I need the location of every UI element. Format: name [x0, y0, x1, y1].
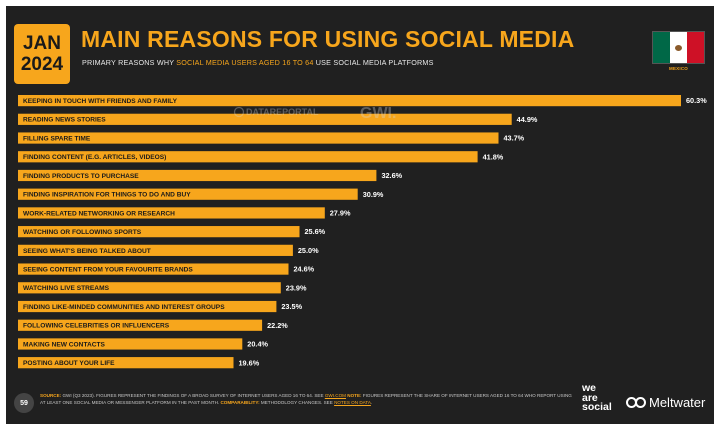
page-number: 59: [14, 393, 34, 413]
bar-value-label: 30.9%: [363, 190, 384, 199]
notes-text: FIGURES REPRESENT THE SHARE OF INTERNET …: [40, 393, 572, 405]
meltwater-name: Meltwater: [649, 395, 706, 410]
slide: JAN 2024 MAIN REASONS FOR USING SOCIAL M…: [6, 6, 714, 424]
bar-label: FINDING INSPIRATION FOR THINGS TO DO AND…: [23, 192, 191, 199]
bar-value-label: 60.3%: [686, 96, 707, 105]
country-label: MEXICO: [669, 66, 688, 71]
bar-chart: KEEPING IN TOUCH WITH FRIENDS AND FAMILY…: [18, 95, 707, 369]
bar-label: SEEING WHAT'S BEING TALKED ABOUT: [23, 248, 151, 255]
bar: [18, 151, 478, 163]
subtitle-suffix: USE SOCIAL MEDIA PLATFORMS: [313, 58, 434, 67]
notes-key: NOTE:: [346, 393, 362, 398]
bar: [18, 207, 325, 219]
bar: [18, 169, 377, 182]
bar-value-label: 41.8%: [483, 152, 504, 161]
bar-value-label: 20.4%: [247, 340, 268, 349]
bar-label: KEEPING IN TOUCH WITH FRIENDS AND FAMILY: [23, 98, 178, 105]
datareportal-logo-icon: [233, 106, 245, 118]
badge-month: JAN: [22, 33, 61, 54]
comparability-key: COMPARABILITY:: [220, 399, 260, 405]
bar-value-label: 43.7%: [503, 134, 524, 143]
source-link[interactable]: GWI.COM: [324, 393, 346, 398]
source-text: GWI (Q3 2023). FIGURES REPRESENT THE FIN…: [61, 393, 325, 398]
watermark-datareportal: DATAREPORTAL: [246, 107, 319, 117]
page-title: MAIN REASONS FOR USING SOCIAL MEDIA: [81, 26, 575, 52]
bar-label: WATCHING LIVE STREAMS: [23, 285, 110, 292]
bar: [18, 282, 281, 294]
watermark-gwi: GWI.: [360, 105, 396, 122]
comparability-end: .: [370, 399, 373, 405]
bar: [18, 226, 300, 238]
comparability-text: METHODOLOGY CHANGES. SEE: [259, 399, 335, 405]
bar-value-label: 23.9%: [286, 283, 307, 292]
page-subtitle: PRIMARY REASONS WHY SOCIAL MEDIA USERS A…: [82, 58, 434, 67]
bar-value-label: 19.6%: [239, 358, 260, 367]
bar-value-label: 22.2%: [267, 321, 288, 330]
bar-label: FINDING LIKE-MINDED COMMUNITIES AND INTE…: [23, 304, 225, 311]
notes-on-data-link[interactable]: NOTES ON DATA: [334, 399, 371, 405]
bar: [18, 113, 512, 125]
bar: [18, 95, 681, 107]
logo-line-3: social: [582, 401, 612, 413]
bar-value-label: 25.6%: [304, 227, 325, 236]
bar-label: WATCHING OR FOLLOWING SPORTS: [23, 229, 142, 236]
bar: [18, 319, 263, 331]
date-badge: JAN 2024: [14, 24, 70, 84]
mexico-flag-icon: [652, 31, 705, 64]
subtitle-prefix: PRIMARY REASONS WHY: [82, 58, 177, 67]
bar-value-label: 44.9%: [517, 115, 538, 124]
subtitle-highlight: SOCIAL MEDIA USERS AGED 16 TO 64: [176, 58, 314, 67]
bar-value-label: 23.5%: [281, 302, 302, 311]
source-key: SOURCE:: [40, 393, 62, 398]
bar: [18, 132, 499, 144]
bar-label: MAKING NEW CONTACTS: [23, 341, 106, 348]
bar-label: WORK-RELATED NETWORKING OR RESEARCH: [23, 210, 175, 217]
bar-label: FINDING PRODUCTS TO PURCHASE: [23, 173, 139, 180]
logo-line-1: we: [582, 382, 597, 394]
we-are-social-logo: we are social: [582, 382, 622, 413]
meltwater-logo-icon: [626, 396, 647, 409]
bar: [18, 338, 243, 350]
logo-line-2: are: [582, 391, 598, 404]
bar-label: FILLING SPARE TIME: [23, 135, 91, 142]
bar-label: SEEING CONTENT FROM YOUR FAVOURITE BRAND…: [23, 266, 193, 273]
bar-label: FINDING CONTENT (E.G. ARTICLES, VIDEOS): [23, 154, 166, 161]
bar: [18, 263, 289, 275]
bar-label: READING NEWS STORIES: [23, 117, 106, 124]
bar-value-label: 25.0%: [298, 246, 319, 255]
bar: [18, 244, 293, 256]
bar-label: FOLLOWING CELEBRITIES OR INFLUENCERS: [23, 323, 170, 330]
bar-value-label: 24.6%: [293, 265, 314, 274]
bar-value-label: 32.6%: [381, 171, 402, 180]
bar: [18, 300, 277, 313]
badge-year: 2024: [20, 54, 64, 75]
bar: [18, 357, 234, 369]
bar: [18, 188, 358, 200]
bar-label: POSTING ABOUT YOUR LIFE: [23, 360, 115, 367]
bar-value-label: 27.9%: [330, 209, 351, 218]
footer-notes: SOURCE: GWI (Q3 2023). FIGURES REPRESENT…: [40, 393, 575, 406]
meltwater-logo: Meltwater: [626, 395, 705, 410]
